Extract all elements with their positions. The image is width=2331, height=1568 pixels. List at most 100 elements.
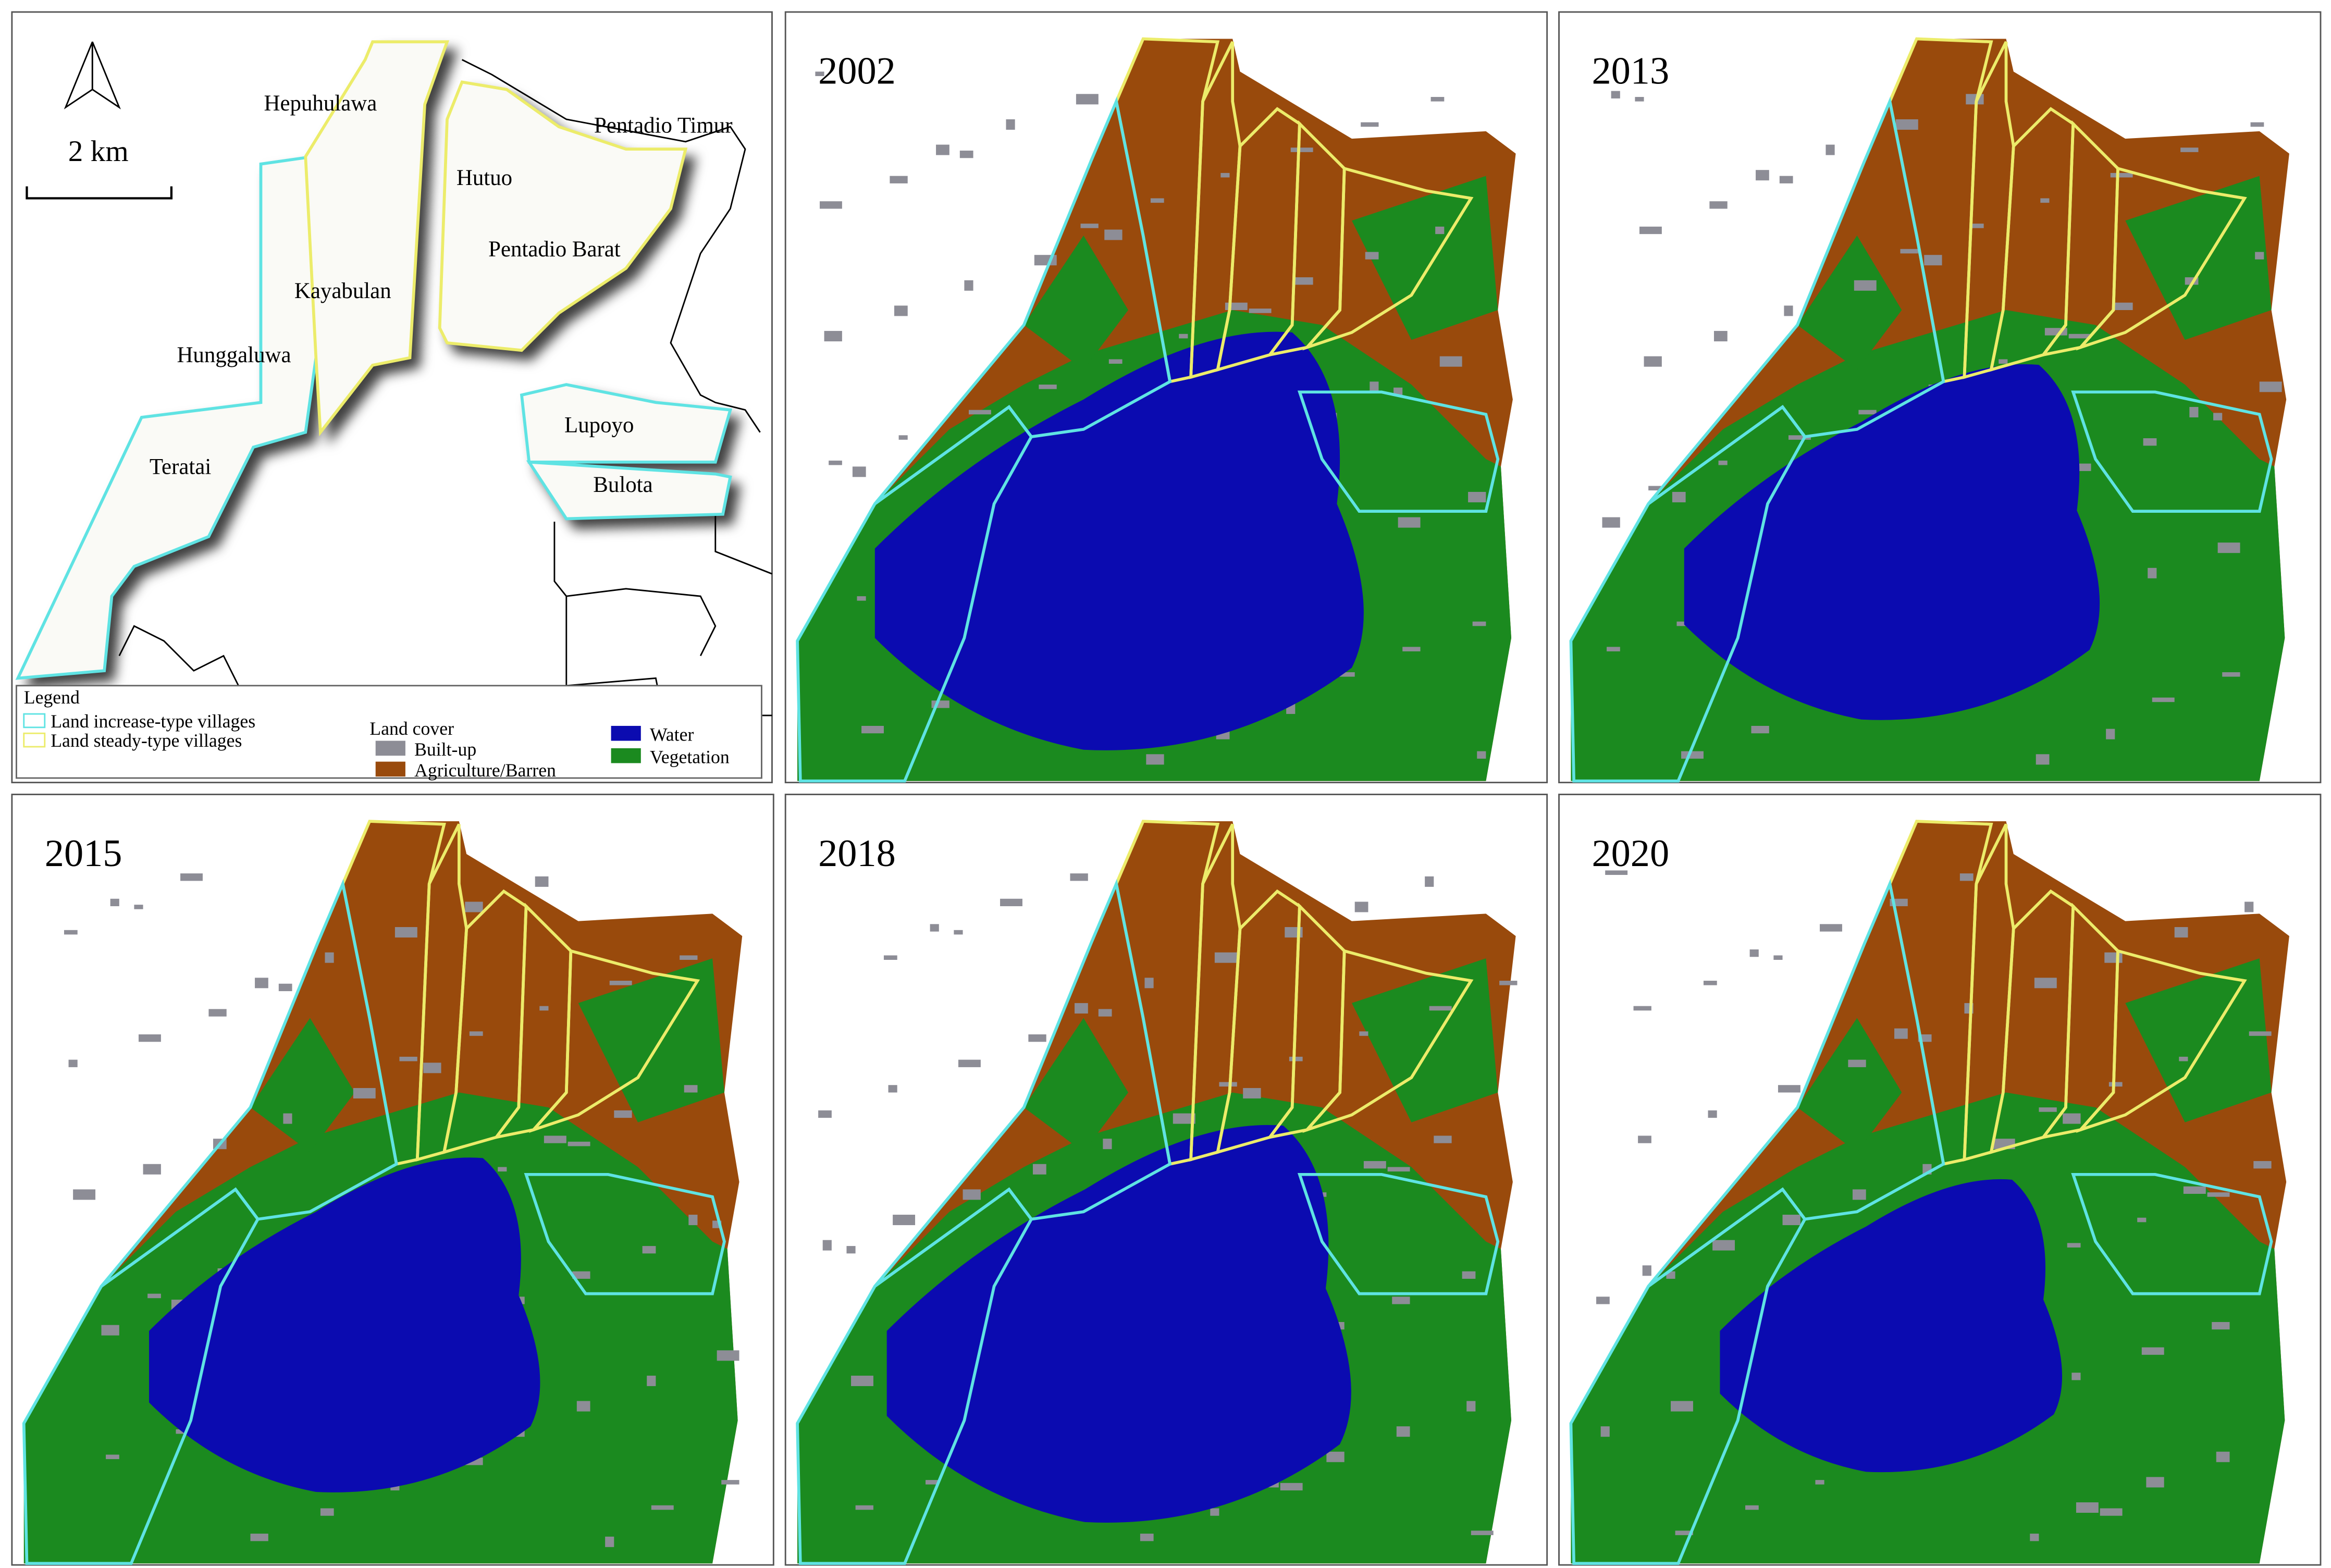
built-up-patch	[1471, 1530, 1494, 1535]
built-up-patch	[818, 1110, 832, 1118]
built-up-patch	[684, 1085, 698, 1093]
built-up-patch	[1243, 1088, 1261, 1098]
built-up-patch	[1028, 1034, 1046, 1042]
built-up-patch	[1179, 334, 1188, 339]
legend-label: Land increase-type villages	[51, 711, 255, 732]
built-up-patch	[2137, 1217, 2147, 1223]
village-label: Bulota	[593, 473, 652, 497]
built-up-patch	[815, 71, 824, 77]
boundary	[566, 588, 717, 657]
built-up-patch	[2036, 754, 2050, 765]
built-up-patch	[1672, 491, 1686, 502]
built-up-patch	[822, 1240, 832, 1251]
land-cover-map: 2015	[11, 794, 774, 1566]
steady-village-boundary	[2076, 166, 2247, 351]
village-boundary	[15, 155, 322, 680]
village-boundary	[526, 460, 732, 521]
year-label: 2002	[818, 50, 896, 92]
built-up-patch	[64, 930, 78, 935]
built-up-patch	[1104, 229, 1123, 240]
built-up-patch	[1815, 1480, 1824, 1485]
built-up-patch	[717, 1350, 739, 1361]
built-up-patch	[1359, 1031, 1368, 1036]
built-up-patch	[1468, 491, 1486, 502]
built-up-patch	[180, 873, 203, 881]
north-arrow	[91, 41, 121, 109]
water-area	[886, 1125, 1351, 1523]
built-up-patch	[1039, 385, 1057, 389]
built-up-patch	[857, 596, 866, 601]
built-up-patch	[353, 1088, 376, 1098]
built-up-patch	[1289, 1056, 1303, 1061]
built-up-patch	[110, 898, 119, 907]
built-up-patch	[852, 466, 866, 477]
built-up-patch	[1290, 147, 1313, 152]
built-up-patch	[2040, 198, 2050, 203]
built-up-patch	[1332, 672, 1355, 677]
vegetation-area	[1351, 958, 1498, 1122]
built-up-patch	[278, 983, 292, 992]
built-up-patch	[1472, 621, 1486, 626]
built-up-patch	[2148, 567, 2157, 578]
built-up-patch	[106, 1454, 119, 1460]
land-cover-map: 2013	[1558, 11, 2322, 784]
legend-label: Built-up	[414, 739, 476, 760]
built-up-patch	[1365, 252, 1379, 260]
legend-swatch	[23, 732, 46, 748]
built-up-patch	[1999, 359, 2008, 364]
built-up-patch	[1749, 949, 1759, 957]
built-up-patch	[465, 902, 483, 912]
built-up-patch	[1076, 94, 1099, 105]
built-up-patch	[1434, 1135, 1452, 1143]
legend-swatch	[611, 748, 641, 763]
built-up-patch	[1249, 308, 1272, 313]
built-up-patch	[651, 1505, 674, 1510]
water-area	[874, 331, 1364, 750]
built-up-patch	[539, 1006, 549, 1011]
built-up-patch	[1895, 119, 1918, 130]
increase-village-boundary	[1647, 96, 1945, 505]
built-up-patch	[1396, 1426, 1410, 1437]
built-up-patch	[1462, 1271, 1476, 1279]
land-cover-map: 2002	[784, 11, 1548, 784]
built-up-patch	[2063, 1113, 2081, 1124]
built-up-patch	[1173, 1113, 1195, 1124]
built-up-patch	[1924, 255, 1942, 266]
built-up-patch	[2207, 1192, 2230, 1197]
increase-village-boundary	[873, 96, 1172, 505]
built-up-patch	[469, 1031, 483, 1036]
built-up-patch	[1361, 122, 1379, 127]
built-up-patch	[1098, 1009, 1112, 1017]
built-up-patch	[2179, 1056, 2188, 1061]
boundary	[461, 59, 761, 433]
village-label: Kayabulan	[294, 279, 391, 303]
built-up-patch	[1070, 873, 1088, 881]
built-up-patch	[894, 305, 908, 316]
legend-label: Land steady-type villages	[51, 730, 242, 751]
built-up-patch	[1602, 517, 1620, 528]
water-area	[1720, 1179, 2063, 1473]
built-up-patch	[2034, 978, 2057, 989]
built-up-patch	[609, 981, 632, 985]
built-up-patch	[1848, 1059, 1866, 1067]
built-up-patch	[1032, 1164, 1046, 1175]
built-up-patch	[1648, 486, 1662, 491]
built-up-patch	[1607, 647, 1620, 651]
reference-map: 2 km Hepuhulawa Hutuo Pentadio Timur Kay…	[11, 11, 773, 784]
village-label: Pentadio Barat	[488, 237, 621, 262]
year-label: 2018	[818, 832, 896, 875]
built-up-patch	[1387, 1167, 1410, 1172]
built-up-patch	[2174, 927, 2188, 938]
steady-village-boundary	[1302, 166, 1474, 351]
built-up-patch	[283, 1113, 292, 1124]
built-up-patch	[1370, 381, 1379, 392]
built-up-patch	[73, 1189, 96, 1200]
boundary	[714, 514, 772, 575]
built-up-patch	[1075, 1003, 1088, 1014]
scale-label: 2 km	[68, 135, 129, 168]
built-up-patch	[1826, 144, 1835, 155]
village-label: Hunggaluwa	[177, 343, 291, 367]
built-up-patch	[2183, 1186, 2206, 1194]
built-up-patch	[930, 924, 939, 932]
built-up-patch	[1006, 119, 1015, 130]
